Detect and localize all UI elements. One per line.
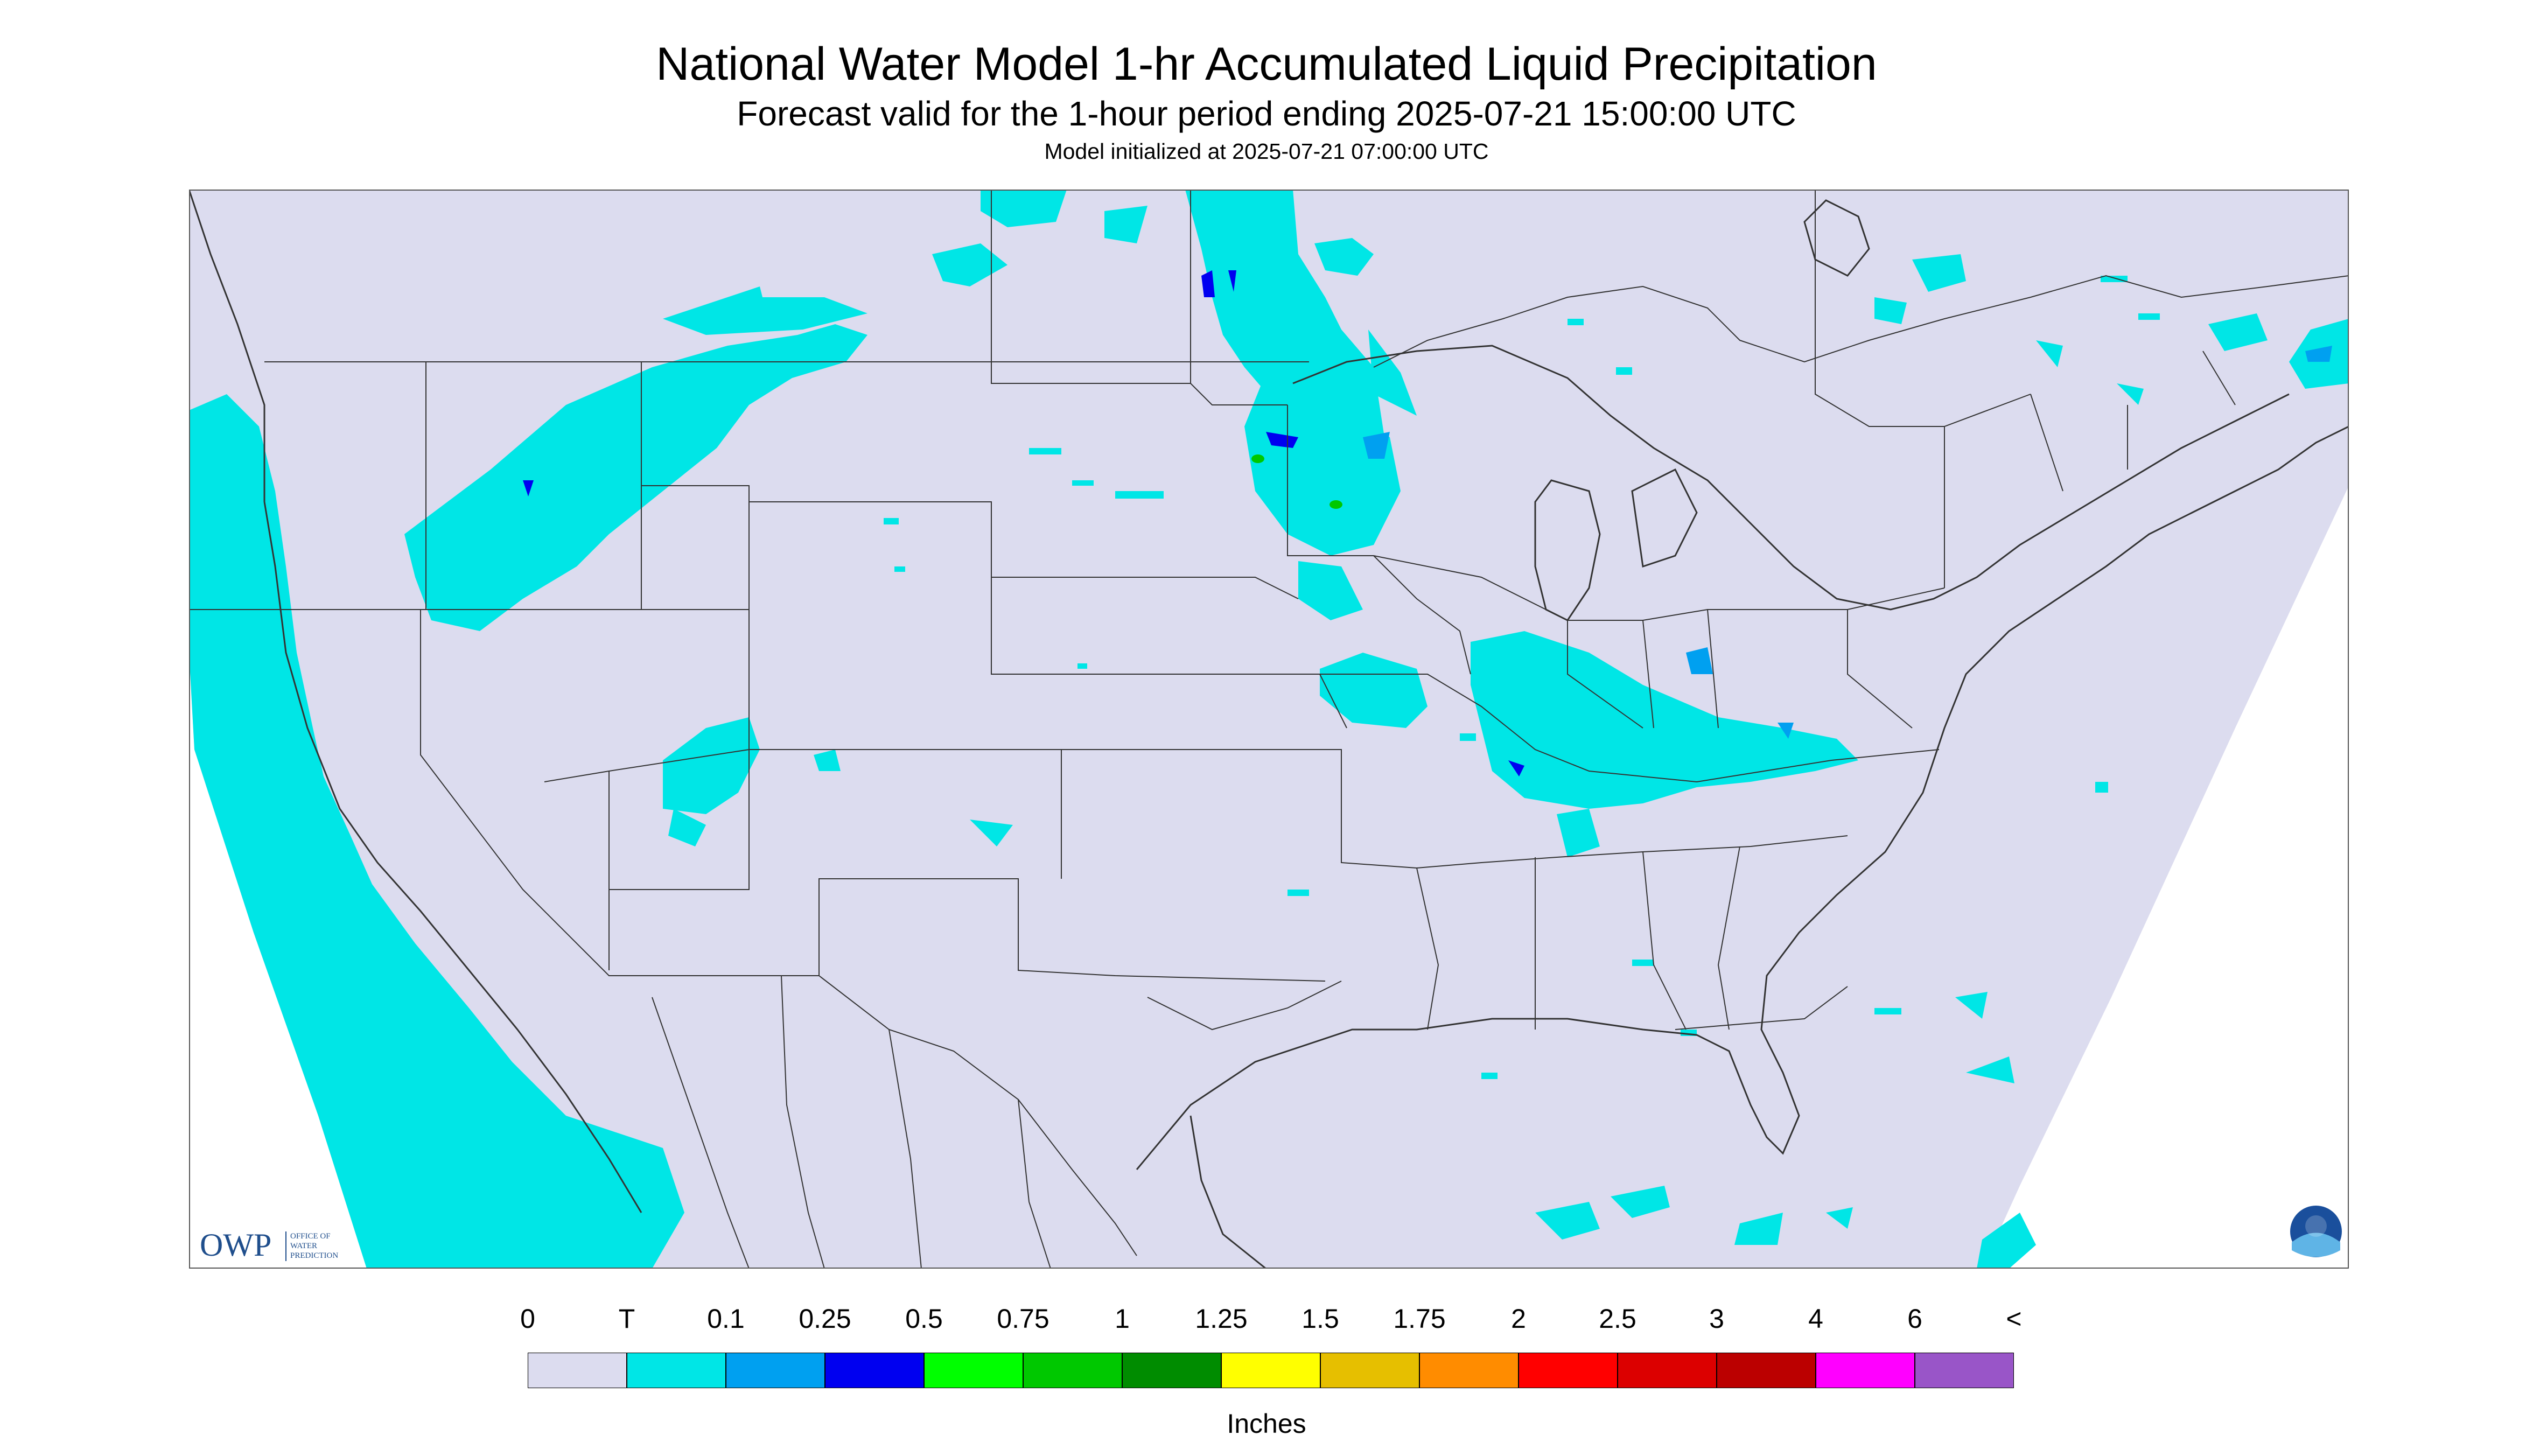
legend-tick-labels: 0 T 0.1 0.25 0.5 0.75 1 1.25 1.5 1.75 2 2.5 3 4 6 < bbox=[0, 1303, 2533, 1341]
legend-tick-label: 3 bbox=[1709, 1304, 1724, 1334]
precip-0.25-areas bbox=[523, 270, 1524, 776]
precipitation-map: OWP OFFICE OF WATER PREDICTION bbox=[189, 190, 2349, 1269]
legend-tick-label: 0.1 bbox=[707, 1304, 745, 1334]
legend-bin-0 bbox=[528, 1353, 627, 1388]
legend-tick-label: 1.25 bbox=[1195, 1304, 1248, 1334]
legend-tick-label: 0.75 bbox=[997, 1304, 1049, 1334]
legend-bin-9 bbox=[1419, 1353, 1519, 1388]
precip-0.1-areas bbox=[1363, 346, 2332, 739]
legend-bin-4 bbox=[923, 1353, 1024, 1388]
legend-units: Inches bbox=[1227, 1409, 1306, 1439]
state-boundaries bbox=[189, 190, 2349, 1269]
legend-tick-label: 1.75 bbox=[1393, 1304, 1446, 1334]
owp-acronym: OWP bbox=[200, 1227, 271, 1263]
legend-bin-12 bbox=[1716, 1353, 1816, 1388]
owp-logo: OWP OFFICE OF WATER PREDICTION bbox=[200, 1227, 338, 1263]
precip-0.5-areas bbox=[1251, 454, 1342, 509]
legend-bin-6 bbox=[1122, 1353, 1222, 1388]
legend-bin-11 bbox=[1617, 1353, 1717, 1388]
legend-tick-label: 2 bbox=[1511, 1304, 1526, 1334]
legend-bin-14 bbox=[1914, 1353, 2014, 1388]
legend-bin-10 bbox=[1518, 1353, 1618, 1388]
legend-colorbar bbox=[528, 1353, 2014, 1388]
owp-line-3: PREDICTION bbox=[290, 1251, 338, 1260]
precip-trace-areas bbox=[189, 190, 2349, 1269]
legend-bin-1 bbox=[626, 1353, 726, 1388]
legend-tick-label: < bbox=[2006, 1304, 2022, 1334]
noaa-logo bbox=[2288, 1203, 2344, 1259]
map-title: National Water Model 1-hr Accumulated Li… bbox=[656, 38, 1877, 90]
out-of-domain-area bbox=[189, 486, 2349, 1269]
legend-tick-label: 0.25 bbox=[799, 1304, 851, 1334]
legend-bin-8 bbox=[1320, 1353, 1420, 1388]
legend-tick-label: 0 bbox=[520, 1304, 535, 1334]
legend-tick-label: 1 bbox=[1115, 1304, 1130, 1334]
owp-line-2: WATER bbox=[290, 1242, 317, 1250]
legend-tick-label: T bbox=[618, 1304, 635, 1334]
model-init-text: Model initialized at 2025-07-21 07:00:00… bbox=[1044, 139, 1489, 164]
legend-tick-label: 0.5 bbox=[905, 1304, 943, 1334]
legend-tick-label: 6 bbox=[1907, 1304, 1922, 1334]
legend-tick-label: 4 bbox=[1808, 1304, 1823, 1334]
legend-tick-label: 2.5 bbox=[1599, 1304, 1636, 1334]
legend-bin-7 bbox=[1221, 1353, 1321, 1388]
legend-bin-13 bbox=[1815, 1353, 1915, 1388]
legend-bin-5 bbox=[1023, 1353, 1123, 1388]
map-subtitle: Forecast valid for the 1-hour period end… bbox=[737, 94, 1796, 133]
coastlines bbox=[189, 190, 2349, 1269]
legend-bin-3 bbox=[824, 1353, 925, 1388]
map-frame bbox=[189, 190, 2349, 1269]
legend-bin-2 bbox=[725, 1353, 825, 1388]
legend-tick-label: 1.5 bbox=[1302, 1304, 1339, 1334]
owp-line-1: OFFICE OF bbox=[290, 1232, 331, 1241]
